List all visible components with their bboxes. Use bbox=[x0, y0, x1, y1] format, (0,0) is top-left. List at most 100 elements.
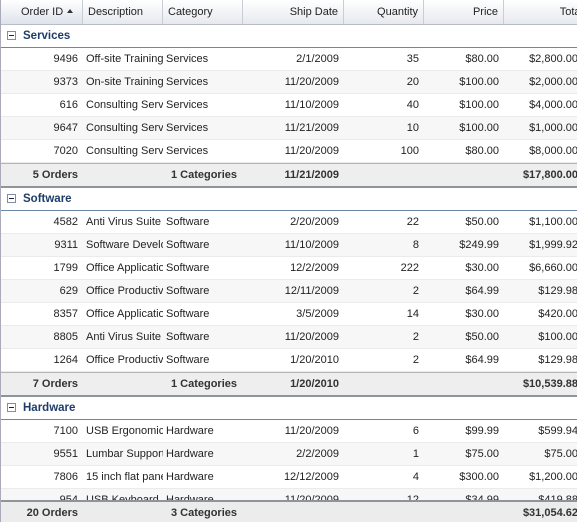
collapse-icon[interactable] bbox=[7, 31, 16, 40]
cell-description: Lumbar Support bbox=[86, 448, 163, 460]
cell-order-id: 629 bbox=[59, 285, 78, 297]
cell-price: $50.00 bbox=[465, 331, 499, 343]
cell-description: Office Productivity bbox=[86, 354, 163, 366]
table-row[interactable]: 7100 USB Ergonomic KeyboardHardware 11/20/… bbox=[1, 420, 577, 443]
column-header-total[interactable]: Total bbox=[504, 0, 577, 24]
cell-order-id: 7806 bbox=[53, 471, 78, 483]
group-header: Software bbox=[1, 188, 577, 211]
cell-ship-date: 11/20/2009 bbox=[284, 425, 339, 437]
table-row[interactable]: 9551 Lumbar Support Hardware 2/2/2009 1 $75.0… bbox=[1, 443, 577, 466]
table-row[interactable]: 9647 Consulting ServicesServices 11/21/200… bbox=[1, 117, 577, 140]
table-row[interactable]: 629 Office ProductivitySoftware 12/11/2009… bbox=[1, 280, 577, 303]
column-header-price[interactable]: Price bbox=[424, 0, 504, 24]
cell-order-id: 9373 bbox=[53, 76, 78, 88]
cell-quantity: 14 bbox=[406, 308, 419, 320]
summary-orders-count: 7 Orders bbox=[32, 378, 78, 390]
summary-total: $10,539.88 bbox=[522, 378, 577, 390]
cell-quantity: 8 bbox=[412, 239, 419, 251]
cell-ship-date: 1/20/2010 bbox=[290, 354, 339, 366]
column-header-order-id[interactable]: Order ID bbox=[1, 0, 83, 24]
cell-description: USB Ergonomic Keyboard bbox=[86, 425, 163, 437]
cell-order-id: 9311 bbox=[54, 239, 78, 251]
cell-description: Office Application bbox=[86, 262, 163, 274]
table-row[interactable]: 8357 Office Application Software 3/5/2009 14… bbox=[1, 303, 577, 326]
table-row[interactable]: 1264 Office ProductivitySoftware 1/20/2010… bbox=[1, 349, 577, 372]
column-header-ship-date[interactable]: Ship Date bbox=[243, 0, 344, 24]
cell-description: Consulting Services bbox=[86, 122, 163, 134]
footer-orders-count: 20 Orders bbox=[26, 507, 78, 519]
table-row[interactable]: 4582 Anti Virus Suite Software 2/20/2009 22 $… bbox=[1, 211, 577, 234]
cell-quantity: 6 bbox=[412, 425, 419, 437]
cell-quantity: 2 bbox=[412, 285, 419, 297]
grid-header: Order ID Description Category Ship Date … bbox=[1, 0, 577, 25]
cell-order-id: 8357 bbox=[53, 308, 78, 320]
cell-price: $99.99 bbox=[465, 425, 499, 437]
cell-category: Software bbox=[166, 354, 210, 366]
cell-order-id: 616 bbox=[59, 99, 78, 111]
cell-order-id: 9496 bbox=[53, 53, 78, 65]
group-header: Services bbox=[1, 25, 577, 48]
cell-order-id: 9647 bbox=[53, 122, 78, 134]
cell-total: $2,000.00 bbox=[529, 76, 577, 88]
cell-ship-date: 11/10/2009 bbox=[284, 239, 339, 251]
table-row[interactable]: 9373 On-site Training Services 11/20/2009 20… bbox=[1, 71, 577, 94]
table-row[interactable]: 7020 Consulting ServicesServices 11/20/200… bbox=[1, 140, 577, 163]
cell-ship-date: 3/5/2009 bbox=[296, 308, 339, 320]
collapse-icon[interactable] bbox=[7, 194, 16, 203]
cell-category: Hardware bbox=[166, 425, 214, 437]
cell-price: $50.00 bbox=[465, 216, 499, 228]
cell-quantity: 35 bbox=[406, 53, 419, 65]
cell-price: $30.00 bbox=[465, 262, 499, 274]
cell-category: Services bbox=[166, 99, 209, 111]
grid-footer-summary: 20 Orders 3 Categories $31,054.62 bbox=[1, 500, 577, 522]
cell-ship-date: 11/21/2009 bbox=[284, 122, 339, 134]
cell-order-id: 9551 bbox=[53, 448, 78, 460]
group-summary-row: 5 Orders 1 Categories 11/21/2009 $17,800.00 bbox=[1, 163, 577, 188]
table-row[interactable]: 8805 Anti Virus Suite Software 11/20/2009 2 $… bbox=[1, 326, 577, 349]
cell-price: $249.99 bbox=[459, 239, 499, 251]
table-row[interactable]: 1799 Office Application Software 12/2/2009 2… bbox=[1, 257, 577, 280]
cell-price: $30.00 bbox=[465, 308, 499, 320]
cell-category: Software bbox=[166, 331, 210, 343]
cell-total: $6,660.00 bbox=[529, 262, 577, 274]
collapse-icon[interactable] bbox=[7, 403, 16, 412]
cell-order-id: 1264 bbox=[53, 354, 78, 366]
cell-description: Consulting Services bbox=[86, 145, 163, 157]
cell-price: $100.00 bbox=[459, 76, 499, 88]
column-header-category[interactable]: Category bbox=[163, 0, 243, 24]
table-row[interactable]: 616 Consulting ServicesServices 11/10/2009… bbox=[1, 94, 577, 117]
group-summary-row: 7 Orders 1 Categories 1/20/2010 $10,539.88 bbox=[1, 372, 577, 397]
cell-price: $80.00 bbox=[465, 145, 499, 157]
cell-total: $420.00 bbox=[538, 308, 577, 320]
cell-description: 15 inch flat panel bbox=[86, 471, 163, 483]
table-row[interactable]: 9496 Off-site Training Services 2/1/2009 35 $… bbox=[1, 48, 577, 71]
cell-total: $2,800.00 bbox=[529, 53, 577, 65]
cell-total: $1,100.00 bbox=[529, 216, 577, 228]
cell-category: Software bbox=[166, 308, 210, 320]
cell-description: Off-site Training bbox=[86, 53, 163, 65]
sort-ascending-icon bbox=[67, 9, 74, 13]
cell-total: $75.00 bbox=[544, 448, 577, 460]
grid-body: Services 9496 Off-site Training Services 2/1… bbox=[1, 25, 577, 522]
cell-total: $599.94 bbox=[538, 425, 577, 437]
column-header-description[interactable]: Description bbox=[83, 0, 163, 24]
cell-description: Anti Virus Suite bbox=[86, 216, 162, 228]
cell-ship-date: 2/1/2009 bbox=[296, 53, 339, 65]
cell-description: Software Development bbox=[86, 239, 163, 251]
column-header-quantity[interactable]: Quantity bbox=[344, 0, 424, 24]
cell-quantity: 22 bbox=[406, 216, 419, 228]
cell-description: On-site Training bbox=[86, 76, 163, 88]
table-row[interactable]: 7806 15 inch flat panel Hardware 12/12/2009… bbox=[1, 466, 577, 489]
cell-quantity: 4 bbox=[412, 471, 419, 483]
cell-quantity: 40 bbox=[406, 99, 419, 111]
group-title: Software bbox=[23, 193, 72, 205]
cell-quantity: 100 bbox=[400, 145, 419, 157]
cell-category: Software bbox=[166, 216, 210, 228]
cell-description: Office Productivity bbox=[86, 285, 163, 297]
cell-category: Hardware bbox=[166, 471, 214, 483]
cell-price: $64.99 bbox=[465, 354, 499, 366]
cell-ship-date: 2/20/2009 bbox=[290, 216, 339, 228]
table-row[interactable]: 9311 Software DevelopmentSoftware 11/10/20… bbox=[1, 234, 577, 257]
group-title: Hardware bbox=[23, 402, 76, 414]
cell-price: $100.00 bbox=[459, 122, 499, 134]
